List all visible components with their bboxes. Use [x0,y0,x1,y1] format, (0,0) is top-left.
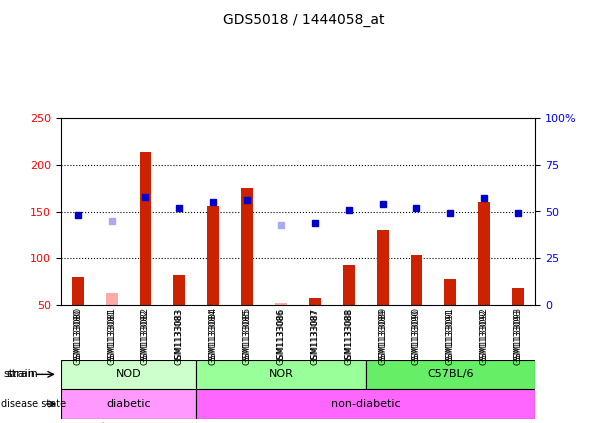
Text: C57BL/6: C57BL/6 [427,369,474,379]
Text: GDS5018 / 1444058_at: GDS5018 / 1444058_at [223,13,385,27]
Text: count: count [78,422,106,423]
Text: GSM1133088: GSM1133088 [344,309,353,365]
Bar [309,298,321,305]
Text: GSM1133085: GSM1133085 [243,307,252,363]
Text: GSM1133089: GSM1133089 [378,307,387,363]
Text: GSM1133091: GSM1133091 [446,307,455,363]
Bar [61,360,196,389]
Bar [343,266,354,305]
Bar [140,152,151,305]
Text: GSM1133093: GSM1133093 [514,307,523,363]
Text: NOD: NOD [116,369,142,379]
Text: GSM1133092: GSM1133092 [480,307,489,363]
Text: GSM1133089: GSM1133089 [378,309,387,365]
Text: GSM1133081: GSM1133081 [107,309,116,365]
Text: GSM1133087: GSM1133087 [310,307,319,363]
Text: diabetic: diabetic [106,399,151,409]
Text: non-diabetic: non-diabetic [331,399,401,409]
Text: GSM1133087: GSM1133087 [310,309,319,365]
Text: GSM1133091: GSM1133091 [446,309,455,365]
Bar [196,360,365,389]
Bar [106,294,117,305]
Text: GSM1133082: GSM1133082 [141,307,150,363]
Text: GSM1133086: GSM1133086 [277,309,286,365]
Bar [478,202,490,305]
Bar [241,188,253,305]
Text: GSM1133084: GSM1133084 [209,307,218,363]
Text: GSM1133082: GSM1133082 [141,309,150,365]
Text: GSM1133086: GSM1133086 [277,307,286,363]
Text: strain: strain [6,369,38,379]
Bar [207,206,219,305]
Bar [196,389,535,419]
Bar [365,360,535,389]
Text: strain: strain [3,369,35,379]
Text: GSM1133093: GSM1133093 [514,309,523,365]
Bar [72,277,84,305]
Text: GSM1133081: GSM1133081 [107,307,116,363]
Bar [377,230,389,305]
Bar [444,278,456,305]
Text: GSM1133083: GSM1133083 [175,307,184,363]
Text: GSM1133088: GSM1133088 [344,307,353,363]
Text: NOR: NOR [269,369,294,379]
Text: GSM1133080: GSM1133080 [73,307,82,363]
Text: disease state: disease state [1,399,66,409]
Bar [512,288,524,305]
Text: GSM1133083: GSM1133083 [175,309,184,365]
Text: GSM1133080: GSM1133080 [73,309,82,365]
Text: GSM1133085: GSM1133085 [243,309,252,365]
Bar [275,303,287,305]
Bar [173,275,185,305]
Text: GSM1133090: GSM1133090 [412,309,421,365]
Text: GSM1133084: GSM1133084 [209,309,218,365]
Bar [61,389,196,419]
Bar [410,255,423,305]
Text: GSM1133090: GSM1133090 [412,307,421,363]
Text: GSM1133092: GSM1133092 [480,309,489,365]
